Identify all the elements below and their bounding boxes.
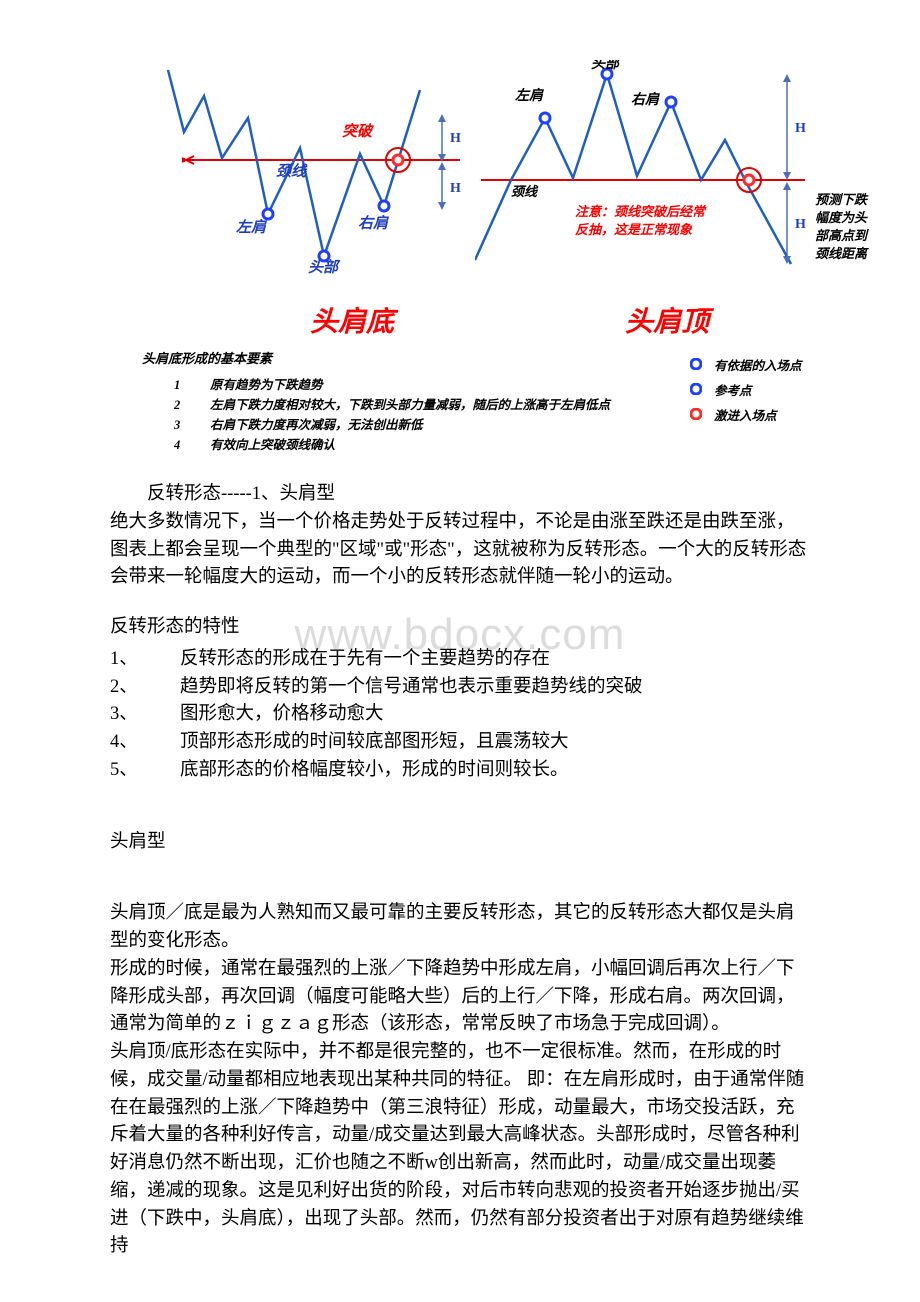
- label-side1: 预测下跌: [815, 192, 869, 207]
- label-note2: 反抽，这是正常现象: [575, 222, 693, 237]
- chart-head-shoulders-top: H H 头部 左肩 右肩 颈线 注意：颈线突破后经常 反抽，这是正常现象 预测下…: [475, 60, 845, 290]
- label-left-shoulder-l: 左肩: [236, 218, 268, 236]
- svg-text:H: H: [450, 131, 461, 146]
- section1-body: 绝大多数情况下，当一个价格走势处于反转过程中，不论是由涨至跌还是由跌至涨，图表上…: [110, 509, 810, 592]
- label-side3: 部高点到: [815, 228, 869, 243]
- hs-paragraph: 头肩顶/底形态在实际中，并不都是很完整的，也不一定很标准。然而，在形成的时候，成…: [110, 1039, 810, 1261]
- title-bottom: 头肩底: [310, 300, 394, 340]
- legend-item: 参考点: [690, 379, 860, 404]
- chart-head-shoulders-bottom: H H 突破 颈线 左肩 右肩 头部: [150, 60, 470, 290]
- label-breakout: 突破: [342, 122, 375, 140]
- legend: 有依据的入场点 参考点 激进入场点: [690, 354, 860, 429]
- element-item: 2左肩下跌力度相对较大，下跌到头部力量减弱，随后的上涨高于左肩低点: [174, 395, 644, 415]
- elements-list: 1原有趋势为下跌趋势 2左肩下跌力度相对较大，下跌到头部力量减弱，随后的上涨高于…: [174, 375, 644, 455]
- section1-title: 反转形态-----1、头肩型: [110, 481, 810, 509]
- label-right-shoulder-r: 右肩: [631, 91, 660, 108]
- svg-text:H: H: [450, 181, 461, 196]
- label-neckline-left: 颈线: [276, 163, 308, 180]
- label-neckline-r: 颈线: [511, 184, 539, 199]
- list-item: 4、顶部形态形成的时间较底部图形短，且震荡较大: [110, 729, 810, 757]
- legend-item: 有依据的入场点: [690, 354, 860, 379]
- element-item: 4有效向上突破颈线确认: [174, 435, 644, 455]
- svg-text:H: H: [795, 121, 806, 136]
- characteristics-heading: 反转形态的特性: [110, 614, 810, 642]
- elements-block: 头肩底形成的基本要素 1原有趋势为下跌趋势 2左肩下跌力度相对较大，下跌到头部力…: [130, 348, 850, 455]
- characteristics-list: 1、反转形态的形成在于先有一个主要趋势的存在 2、趋势即将反转的第一个信号通常也…: [110, 646, 810, 785]
- content-wrapper: H H 突破 颈线 左肩 右肩 头部: [110, 60, 810, 1261]
- list-item: 5、底部形态的价格幅度较小，形成的时间则较长。: [110, 757, 810, 785]
- list-item: 3、图形愈大，价格移动愈大: [110, 701, 810, 729]
- label-head-r: 头部: [591, 60, 622, 72]
- element-item: 3右肩下跌力度再次减弱，无法创出新低: [174, 415, 644, 435]
- label-note1: 注意：颈线突破后经常: [575, 204, 707, 219]
- list-item: 1、反转形态的形成在于先有一个主要趋势的存在: [110, 646, 810, 674]
- dot-icon: [690, 358, 702, 370]
- hs-paragraph: 形成的时候，通常在最强烈的上涨／下降趋势中形成左肩，小幅回调后再次上行／下降形成…: [110, 956, 810, 1039]
- hs-heading: 头肩型: [110, 829, 810, 857]
- diagram-area: H H 突破 颈线 左肩 右肩 头部: [150, 60, 850, 300]
- title-top: 头肩顶: [625, 300, 709, 340]
- diagram-titles: 头肩底 头肩顶: [150, 300, 850, 344]
- hs-paragraph: 头肩顶／底是最为人熟知而又最可靠的主要反转形态，其它的反转形态大都仅是头肩型的变…: [110, 900, 810, 956]
- label-side4: 颈线距离: [815, 246, 869, 261]
- list-item: 2、趋势即将反转的第一个信号通常也表示重要趋势线的突破: [110, 674, 810, 702]
- label-right-shoulder-l: 右肩: [358, 214, 390, 232]
- dot-icon: [690, 408, 702, 420]
- label-left-shoulder-r: 左肩: [515, 87, 544, 104]
- svg-text:H: H: [795, 217, 806, 232]
- page-root: www.bdocx.com H H: [0, 0, 920, 1301]
- dot-icon: [690, 383, 702, 395]
- element-item: 1原有趋势为下跌趋势: [174, 375, 644, 395]
- label-side2: 幅度为头: [815, 210, 868, 225]
- label-head-l: 头部: [308, 258, 341, 276]
- legend-item: 激进入场点: [690, 404, 860, 429]
- body-text: 反转形态-----1、头肩型 绝大多数情况下，当一个价格走势处于反转过程中，不论…: [110, 481, 810, 1261]
